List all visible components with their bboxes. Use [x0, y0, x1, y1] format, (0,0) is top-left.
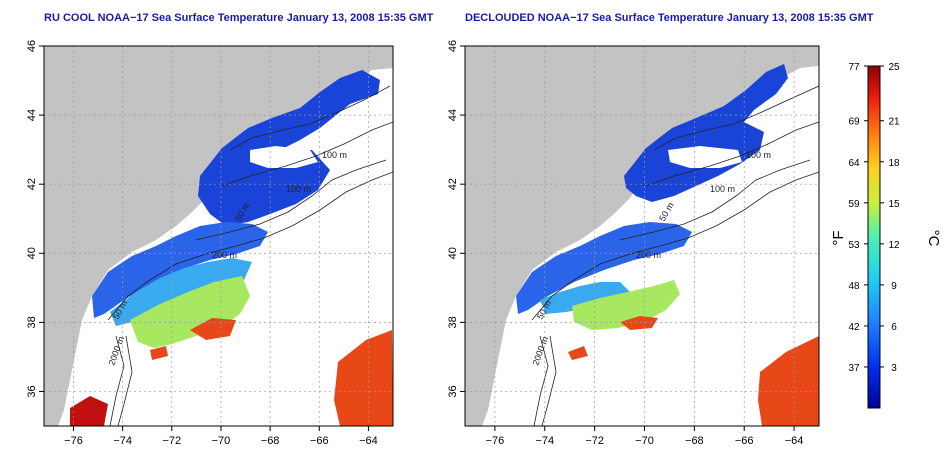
- land-mass: [465, 46, 819, 426]
- contour-label: 100 m: [286, 184, 311, 194]
- contour-label: 100 m: [322, 150, 347, 160]
- x-tick-label: −68: [261, 435, 280, 447]
- x-tick-label: −72: [162, 435, 181, 447]
- x-tick-label: −64: [785, 435, 804, 447]
- y-tick-label: 38: [447, 316, 459, 328]
- celsius-tick-label: 18: [888, 158, 900, 169]
- x-tick-label: −76: [64, 435, 83, 447]
- colorbar-ticks: 25 77 21 69 18 64 15 59 12 53 9 48 6 42 3 37: [848, 62, 900, 374]
- fahrenheit-tick-label: 48: [848, 281, 860, 292]
- fahrenheit-tick-label: 59: [848, 199, 860, 210]
- bathymetry-contours: [107, 85, 393, 426]
- y-tick-label: 46: [26, 40, 38, 52]
- right-map: 100 m 100 m 200 m 50 m 2000 m 50 m −76 −7…: [447, 40, 820, 447]
- contour-label: 100 m: [710, 184, 735, 194]
- colorbar-gradient: [867, 65, 881, 409]
- celsius-tick-label: 25: [888, 62, 900, 73]
- y-tick-label: 40: [26, 247, 38, 259]
- sst-overlay: [70, 70, 393, 426]
- right-map-frame: [464, 45, 820, 427]
- bathymetry-contours: [531, 85, 819, 426]
- y-tick-label: 44: [26, 109, 38, 121]
- left-map-frame: [43, 45, 394, 427]
- x-tick-label: −72: [585, 435, 604, 447]
- celsius-tick-label: 15: [888, 199, 900, 210]
- y-tick-label: 42: [447, 178, 459, 190]
- land-mass: [44, 46, 393, 426]
- x-tick-label: −74: [113, 435, 132, 447]
- celsius-tick-label: 21: [888, 117, 900, 128]
- fahrenheit-tick-label: 77: [848, 62, 860, 73]
- celsius-unit-label: °C: [925, 230, 942, 247]
- y-tick-label: 42: [26, 178, 38, 190]
- x-tick-label: −64: [359, 435, 378, 447]
- right-axis-ticks: −76 −74 −72 −70 −68 −66 −64 36 38 40 42 44 46: [447, 40, 803, 447]
- sst-overlay: [516, 64, 819, 426]
- fahrenheit-unit-label: °F: [830, 230, 847, 245]
- x-tick-label: −76: [486, 435, 505, 447]
- celsius-tick-label: 6: [891, 322, 897, 333]
- celsius-tick-label: 12: [888, 240, 900, 251]
- right-panel-title: DECLOUDED NOAA−17 Sea Surface Temperatur…: [465, 12, 874, 24]
- colorbar: 25 77 21 69 18 64 15 59 12 53 9 48 6 42 3 37 °F °C: [830, 62, 942, 409]
- y-tick-label: 36: [447, 385, 459, 397]
- right-grid: [465, 45, 819, 426]
- contour-label: 200 m: [636, 250, 661, 260]
- left-map: 100 m 100 m 200 m 50 m 2000 m 50 m −76 −7…: [26, 40, 394, 447]
- y-tick-label: 38: [26, 316, 38, 328]
- x-tick-label: −70: [635, 435, 654, 447]
- left-panel-title: RU COOL NOAA−17 Sea Surface Temperature …: [44, 12, 434, 24]
- y-tick-label: 44: [447, 109, 459, 121]
- contour-label: 200 m: [212, 250, 237, 260]
- left-axis-ticks: −76 −74 −72 −70 −68 −66 −64 36 38 40 42 44 46: [26, 40, 378, 447]
- celsius-tick-label: 3: [891, 363, 897, 374]
- x-tick-label: −66: [735, 435, 754, 447]
- x-tick-label: −68: [685, 435, 704, 447]
- contour-label: 100 m: [746, 150, 771, 160]
- celsius-tick-label: 9: [891, 281, 897, 292]
- y-tick-label: 40: [447, 247, 459, 259]
- fahrenheit-tick-label: 64: [848, 158, 860, 169]
- fahrenheit-tick-label: 69: [848, 117, 860, 128]
- fahrenheit-tick-label: 42: [848, 322, 860, 333]
- x-tick-label: −70: [212, 435, 231, 447]
- x-tick-label: −74: [535, 435, 554, 447]
- fahrenheit-tick-label: 53: [848, 240, 860, 251]
- y-tick-label: 46: [447, 40, 459, 52]
- y-tick-label: 36: [26, 385, 38, 397]
- fahrenheit-tick-label: 37: [848, 363, 860, 374]
- x-tick-label: −66: [310, 435, 329, 447]
